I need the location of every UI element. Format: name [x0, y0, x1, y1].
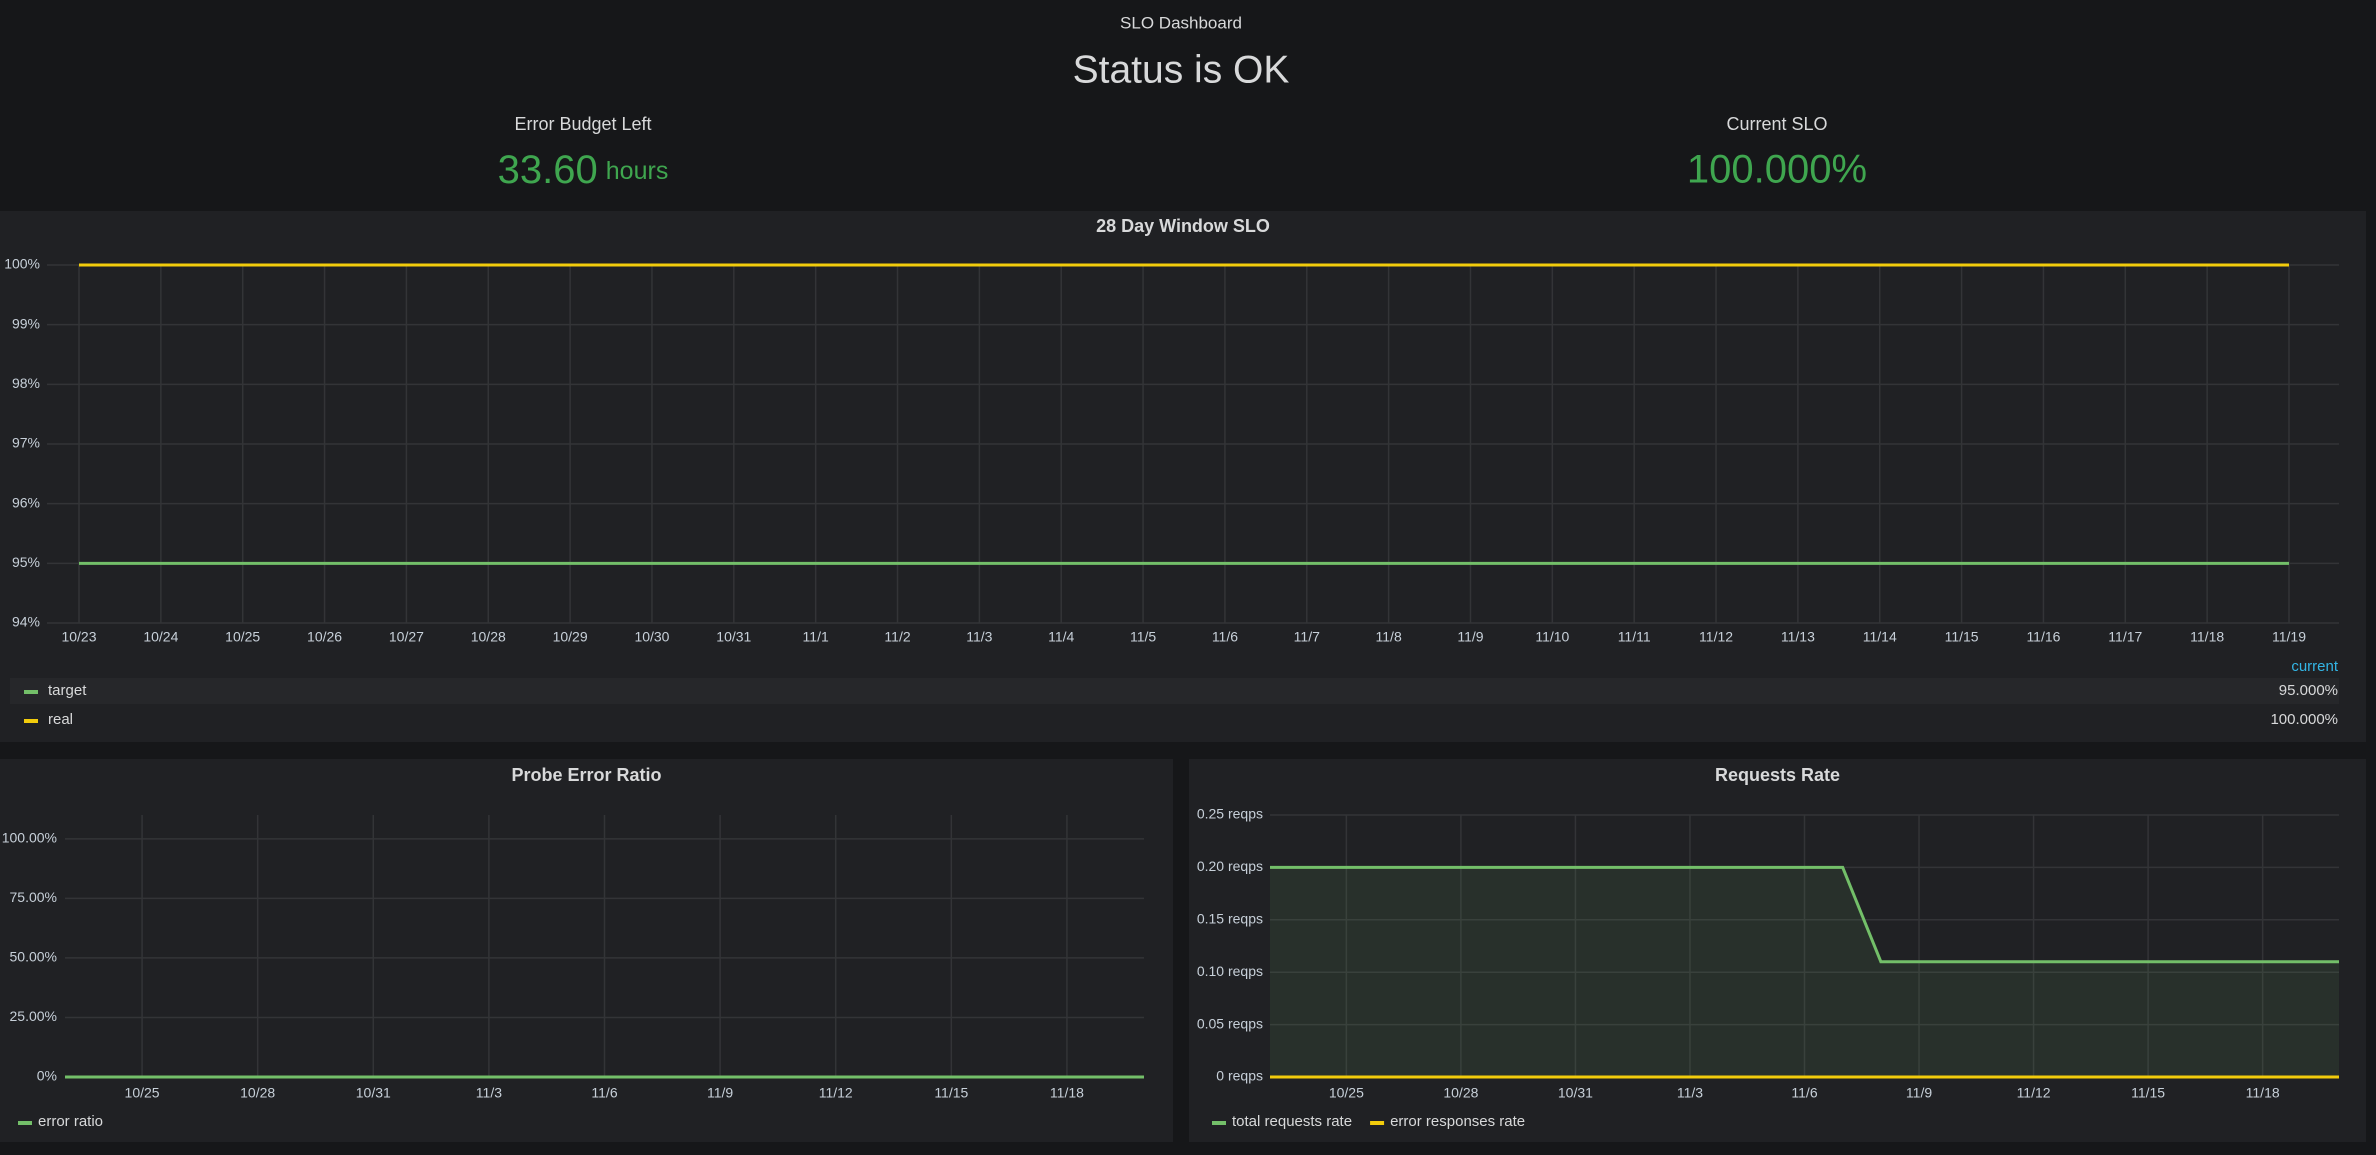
x-tick-label: 11/11 — [1618, 629, 1651, 645]
stat-value: 33.60 — [498, 148, 598, 192]
y-tick-label: 0.10 reqps — [1197, 963, 1263, 979]
stat-title: Error Budget Left — [514, 114, 651, 134]
x-tick-label: 11/19 — [2272, 629, 2306, 645]
legend-value: 95.000% — [2279, 682, 2338, 699]
panel-title: 28 Day Window SLO — [1096, 216, 1270, 236]
panel-title: Probe Error Ratio — [511, 765, 661, 785]
legend-header: current — [2291, 658, 2339, 675]
y-tick-label: 50.00% — [10, 949, 57, 965]
x-tick-label: 10/31 — [356, 1085, 391, 1101]
x-tick-label: 11/10 — [1535, 629, 1569, 645]
y-tick-label: 0.15 reqps — [1197, 911, 1263, 927]
x-tick-label: 11/18 — [1050, 1085, 1084, 1101]
y-tick-label: 100.00% — [2, 830, 57, 846]
stat-title: Current SLO — [1726, 114, 1827, 134]
stat: 33.60 hours — [498, 148, 669, 192]
x-tick-label: 10/28 — [240, 1085, 275, 1101]
x-tick-label: 10/24 — [143, 629, 178, 645]
y-tick-label: 25.00% — [10, 1008, 57, 1024]
y-tick-label: 97% — [12, 435, 40, 451]
y-tick-label: 98% — [12, 375, 40, 391]
x-tick-label: 10/28 — [471, 629, 506, 645]
x-tick-label: 11/4 — [1048, 629, 1074, 645]
x-tick-label: 11/3 — [1677, 1085, 1703, 1101]
x-tick-label: 11/17 — [2108, 629, 2142, 645]
x-tick-label: 10/27 — [389, 629, 424, 645]
legend-marker — [24, 719, 38, 723]
x-tick-label: 10/23 — [61, 629, 96, 645]
y-tick-label: 94% — [12, 614, 40, 630]
x-tick-label: 11/12 — [2017, 1085, 2051, 1101]
panel — [0, 211, 2366, 742]
x-tick-label: 11/8 — [1376, 629, 1402, 645]
x-tick-label: 11/7 — [1294, 629, 1320, 645]
x-tick-label: 11/15 — [2131, 1085, 2165, 1101]
x-tick-label: 11/3 — [476, 1085, 502, 1101]
y-tick-label: 99% — [12, 315, 40, 331]
series-line — [1270, 865, 2339, 964]
x-tick-label: 10/25 — [1329, 1085, 1364, 1101]
x-tick-label: 11/6 — [1212, 629, 1238, 645]
y-tick-label: 0.05 reqps — [1197, 1015, 1263, 1031]
x-tick-label: 11/5 — [1130, 629, 1156, 645]
y-tick-label: 96% — [12, 494, 40, 510]
x-tick-label: 11/18 — [2246, 1085, 2280, 1101]
y-tick-label: 0.20 reqps — [1197, 858, 1263, 874]
x-tick-label: 11/6 — [1791, 1085, 1817, 1101]
legend-label: real — [48, 711, 73, 728]
y-tick-label: 100% — [4, 256, 40, 272]
y-tick-label: 0% — [37, 1068, 57, 1084]
x-tick-label: 10/25 — [225, 629, 260, 645]
panel — [0, 759, 1173, 1142]
x-tick-label: 11/13 — [1781, 629, 1815, 645]
stat-unit: hours — [606, 157, 669, 185]
x-tick-label: 11/15 — [1945, 629, 1979, 645]
x-tick-label: 10/31 — [716, 629, 751, 645]
x-tick-label: 10/28 — [1443, 1085, 1478, 1101]
x-tick-label: 11/1 — [803, 629, 829, 645]
x-tick-label: 11/2 — [884, 629, 910, 645]
x-tick-label: 11/9 — [1906, 1085, 1932, 1101]
x-tick-label: 11/12 — [1699, 629, 1733, 645]
series-area — [1270, 867, 2339, 1077]
legend-label: error ratio — [38, 1113, 103, 1130]
x-tick-label: 10/25 — [125, 1085, 160, 1101]
x-tick-label: 10/29 — [553, 629, 588, 645]
x-tick-label: 10/26 — [307, 629, 342, 645]
legend-label: target — [48, 682, 87, 699]
panel-title: Requests Rate — [1715, 765, 1840, 785]
dashboard-title: SLO Dashboard — [1120, 13, 1242, 32]
x-tick-label: 11/16 — [2026, 629, 2060, 645]
legend-marker — [1370, 1121, 1385, 1125]
y-tick-label: 0 reqps — [1216, 1068, 1263, 1084]
stat-value: 100.000% — [1687, 148, 1867, 192]
y-tick-label: 95% — [12, 554, 40, 570]
x-tick-label: 11/3 — [966, 629, 992, 645]
legend-label: total requests rate — [1232, 1113, 1352, 1130]
legend-marker — [18, 1121, 32, 1125]
status-text: Status is OK — [1073, 48, 1290, 91]
x-tick-label: 11/9 — [707, 1085, 733, 1101]
x-tick-label: 11/14 — [1863, 629, 1897, 645]
y-tick-label: 75.00% — [10, 889, 57, 905]
x-tick-label: 11/15 — [934, 1085, 968, 1101]
x-tick-label: 11/6 — [591, 1085, 617, 1101]
legend-label: error responses rate — [1390, 1113, 1525, 1130]
legend-marker — [24, 690, 38, 694]
legend-value: 100.000% — [2270, 711, 2338, 728]
x-tick-label: 10/30 — [634, 629, 669, 645]
x-tick-label: 11/9 — [1457, 629, 1483, 645]
x-tick-label: 11/18 — [2190, 629, 2224, 645]
x-tick-label: 11/12 — [819, 1085, 853, 1101]
legend-row — [10, 678, 2339, 704]
legend-marker — [1212, 1121, 1226, 1125]
y-tick-label: 0.25 reqps — [1197, 806, 1263, 822]
x-tick-label: 10/31 — [1558, 1085, 1593, 1101]
